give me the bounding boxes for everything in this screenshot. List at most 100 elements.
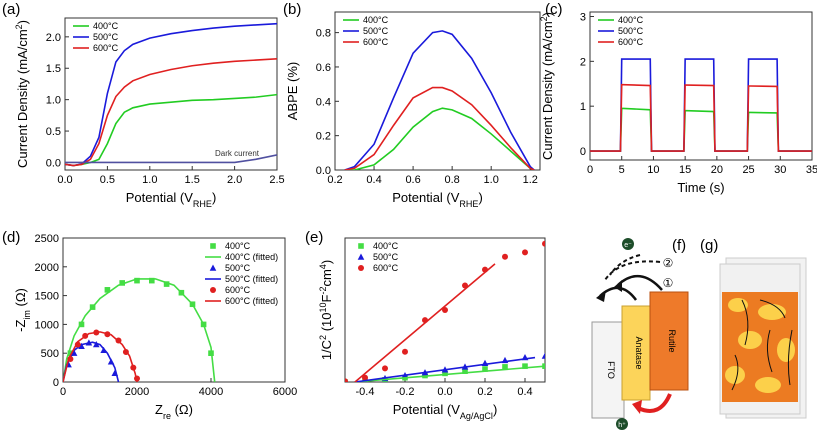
series-line [354,356,536,382]
x-tick-label: 1.5 [185,174,200,186]
path-arrow [741,299,749,346]
microstructure: (g) [700,237,807,419]
x-tick-label: 0.0 [437,386,452,398]
legend-label: 400°C [363,15,389,25]
y-axis-label: Current Density (mA/cm2) [539,12,555,160]
label-part: (Ω) [13,288,28,310]
x-tick-label: 1.2 [523,174,538,186]
y-tick-label: 1 [580,101,586,113]
y-tick-label: 500 [41,348,59,360]
plot-area [63,277,216,382]
grain [725,366,745,384]
x-tick-label: 0.4 [366,174,381,186]
x-axis-label: Time (s) [677,180,724,195]
x-tick-label: 2.5 [269,174,284,186]
arrow [604,260,661,281]
y-tick-label: 3 [580,11,586,23]
marker [345,378,348,382]
marker [522,363,528,369]
series-line [65,22,277,167]
label-part: ) [478,190,482,205]
series-line [590,83,812,152]
grain [728,298,748,312]
path-arrow [787,329,793,386]
arrow [599,286,638,301]
legend-label: 500°C (fitted) [225,274,278,284]
band-diagram: (f) FTO Anatase Rutile e⁻ h⁺ ① ② [591,237,689,430]
layer-label: Rutile [667,329,677,352]
x-axis-label: Zre (Ω) [155,402,193,421]
y-tick-label: 0.5 [46,126,61,138]
plot-frame [62,237,286,383]
legend-label: 400°C [373,241,399,251]
label-part: (Ω) [171,402,193,417]
x-tick-label: 2000 [125,386,149,398]
y-tick-label: 1.0 [46,95,61,107]
series-line [344,107,535,170]
x-tick-label: 20 [711,164,723,176]
label-part: cm [319,269,334,286]
plot-area [344,30,535,170]
legend-label: 500°C [363,26,389,36]
legend-label: 500°C [93,32,119,42]
label-part: Potential (V [393,402,461,417]
x-tick-label: 0.4 [517,386,532,398]
marker [149,277,155,284]
electron-icon [622,238,634,250]
panel-label: (a) [2,1,20,18]
hole-label: h⁺ [618,422,626,429]
chart-panel: (e) -0.4 -0.2 0.0 0.2 0.4 Potential (VAg/AgCl)… [305,229,546,421]
series-line [590,58,812,152]
label-part: Z [155,402,163,417]
legend-label: 500°C [373,252,399,262]
legend-label: 400°C [93,21,119,31]
plot-area [590,58,812,152]
label-part: Current Density (mA/cm [540,21,555,160]
label-part: Potential (V [126,190,194,205]
electron-label: e⁻ [624,242,632,249]
label-part: 10 [318,303,328,313]
y-tick-label: 2.0 [46,32,61,44]
hole-icon [616,418,628,430]
arrowhead [614,280,622,292]
label-part: ) [540,12,555,16]
x-tick-label: 15 [679,164,691,176]
x-tick-label: 0.5 [100,174,115,186]
x-tick-label: 0.0 [57,174,72,186]
step-label: ① [663,276,674,290]
plot-area [65,22,277,167]
x-tick-label: 5 [619,164,625,176]
marker [104,287,111,293]
marker [134,277,140,284]
label-part: re [163,411,171,421]
chart-panel: (b)0.2 0.4 0.6 0.8 1.0 1.20.00.20.40.60.8Pote… [283,1,541,209]
series-line [65,154,277,164]
legend-label: 400°C [618,15,644,25]
x-tick-label: -0.4 [356,386,375,398]
y-tick-label: 0.8 [316,28,331,40]
series-line [344,30,535,170]
legend-swatch [358,265,364,271]
legend-label: 600°C (fitted) [225,296,278,306]
grain [758,304,786,320]
series-line [354,263,496,382]
y-tick-label: 0 [580,146,586,158]
x-tick-label: 0.2 [477,386,492,398]
series-line [65,93,277,167]
label-part: ) [493,402,497,417]
x-tick-label: 1.0 [142,174,157,186]
label-part: ABPE (%) [285,62,300,121]
fto-layer [591,321,625,419]
marker [542,240,545,247]
marker [382,365,388,372]
y-axis-label: ABPE (%) [285,62,300,121]
step-label: ② [663,256,674,270]
x-tick-label: 10 [647,164,659,176]
layer-label: Anatase [634,336,644,369]
grain [755,377,781,393]
panel-label: (f) [672,237,686,254]
marker [78,321,85,328]
y-tick-label: 0.0 [316,165,331,177]
label-part: ) [319,260,334,264]
